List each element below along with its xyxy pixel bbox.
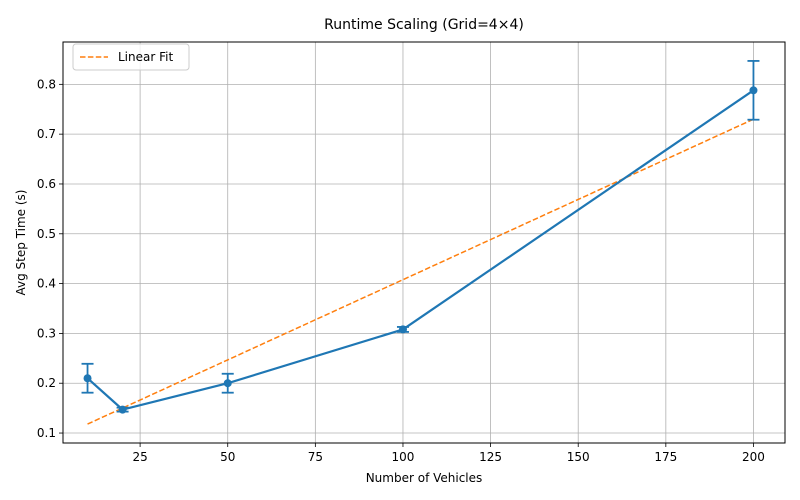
y-tick-label: 0.2 — [37, 376, 56, 390]
x-tick-label: 75 — [308, 450, 323, 464]
data-point — [749, 86, 758, 95]
chart-title: Runtime Scaling (Grid=4×4) — [324, 17, 524, 33]
grid-lines — [63, 42, 785, 443]
y-axis-ticks: 0.1 0.2 0.3 0.4 0.5 0.6 0.7 0.8 — [37, 77, 63, 440]
x-tick-label: 100 — [392, 450, 415, 464]
y-tick-label: 0.5 — [37, 227, 56, 241]
y-tick-label: 0.4 — [37, 277, 56, 291]
y-tick-label: 0.1 — [37, 426, 56, 440]
linear-fit-line — [87, 118, 754, 425]
y-axis-label: Avg Step Time (s) — [14, 190, 28, 296]
y-tick-label: 0.3 — [37, 326, 56, 340]
data-point — [118, 405, 127, 414]
y-tick-label: 0.6 — [37, 177, 56, 191]
x-tick-label: 175 — [654, 450, 677, 464]
legend-label-linear-fit: Linear Fit — [118, 50, 173, 64]
x-axis-ticks: 25 50 75 100 125 150 175 200 — [132, 443, 765, 464]
plot-area — [81, 60, 760, 425]
x-tick-label: 50 — [220, 450, 235, 464]
data-point — [398, 325, 407, 334]
legend: Linear Fit — [72, 43, 190, 71]
y-tick-label: 0.7 — [37, 127, 56, 141]
legend-box — [72, 43, 190, 71]
x-axis-label: Number of Vehicles — [366, 471, 483, 485]
data-point — [223, 379, 232, 388]
x-tick-label: 125 — [479, 450, 502, 464]
x-tick-label: 25 — [132, 450, 147, 464]
plot-frame — [62, 41, 786, 444]
data-point — [83, 374, 92, 383]
y-tick-label: 0.8 — [37, 77, 56, 91]
x-tick-label: 200 — [742, 450, 765, 464]
x-tick-label: 150 — [567, 450, 590, 464]
